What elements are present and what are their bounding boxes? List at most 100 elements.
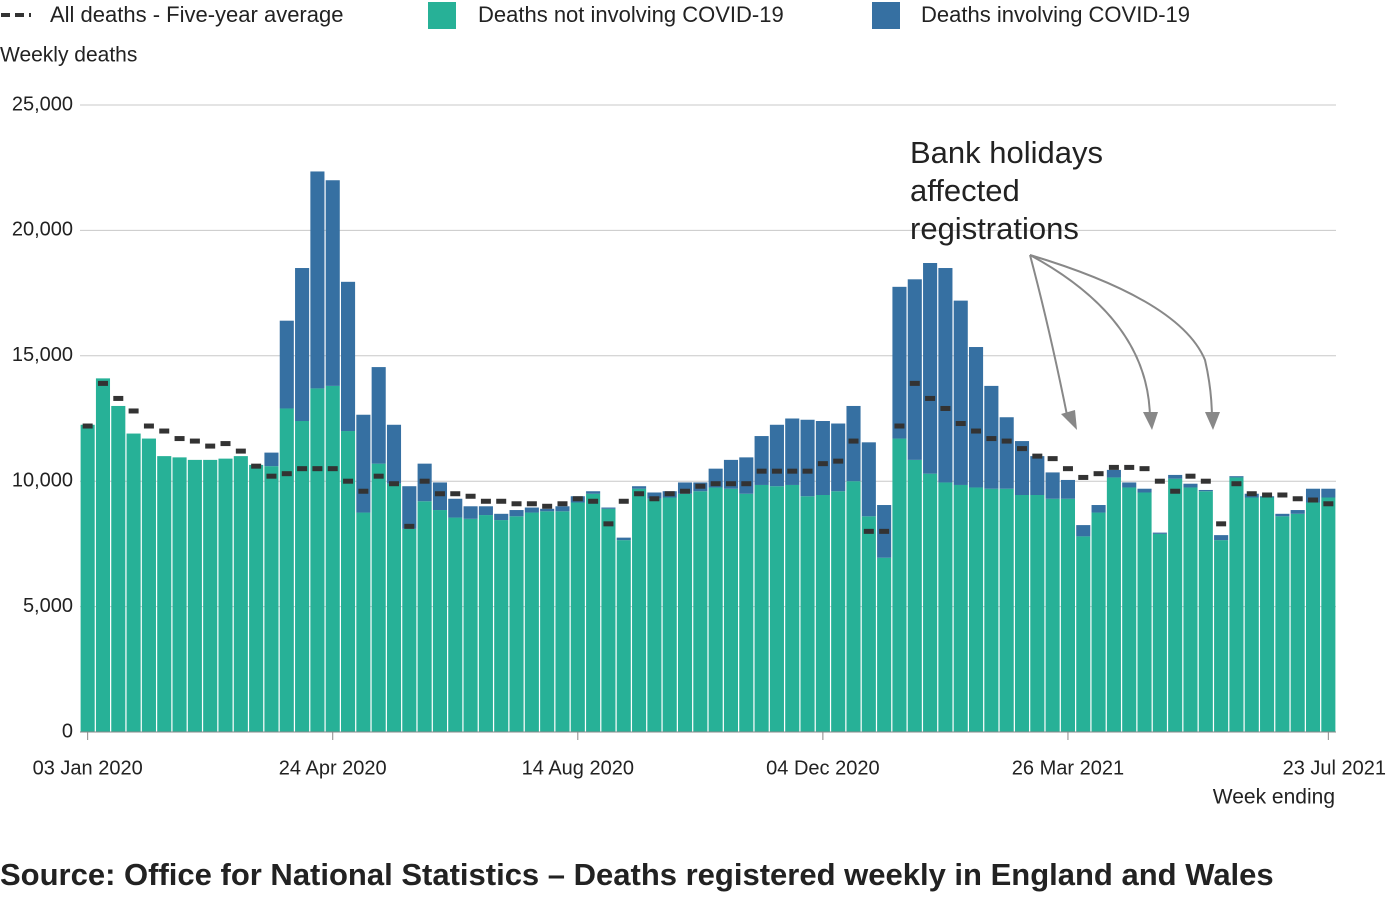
average-dash xyxy=(680,488,691,494)
bar-segment xyxy=(815,494,830,732)
bar-segment xyxy=(647,498,662,732)
annotation-text: Bank holidays affected registrations xyxy=(910,135,1112,246)
bar-segment xyxy=(831,491,846,732)
bar-segment xyxy=(861,442,876,517)
bar-segment xyxy=(1045,472,1060,499)
average-dash xyxy=(343,478,354,484)
bar-segment xyxy=(739,493,754,732)
average-dash xyxy=(419,478,430,484)
bar-segment xyxy=(969,487,984,732)
average-dash xyxy=(1231,481,1242,487)
average-dash xyxy=(113,395,124,401)
average-dash xyxy=(450,491,461,497)
bar-segment xyxy=(509,510,524,517)
bar-segment xyxy=(938,482,953,732)
bar-segment xyxy=(892,286,907,439)
bar-segment xyxy=(1244,497,1259,732)
average-dash xyxy=(588,498,599,504)
bar-segment xyxy=(1321,497,1336,732)
bar-segment xyxy=(402,486,417,529)
bar-segment xyxy=(325,180,340,386)
bar-segment xyxy=(831,423,846,492)
arrow-head xyxy=(1205,412,1220,430)
annotation-line: affected xyxy=(910,173,1020,208)
bar-segment xyxy=(1290,510,1305,514)
average-dash xyxy=(511,501,522,507)
average-dash xyxy=(1246,491,1257,497)
arrow-head xyxy=(1143,412,1158,430)
bar-segment xyxy=(295,421,310,732)
bar-segment xyxy=(754,484,769,732)
legend: All deaths - Five-year average Deaths no… xyxy=(1,2,1190,29)
average-dash xyxy=(572,496,583,502)
average-dash xyxy=(526,501,537,507)
bar-segment xyxy=(157,456,172,732)
bar-segment xyxy=(233,456,248,732)
annotation-line: registrations xyxy=(910,211,1079,246)
arrow xyxy=(1029,254,1151,421)
bar-segment xyxy=(203,459,218,732)
bar-segment xyxy=(1275,513,1290,517)
bar-segment xyxy=(953,484,968,732)
bar-segment xyxy=(371,367,386,464)
average-dash xyxy=(205,443,216,449)
average-dash xyxy=(542,503,553,509)
source: Source: Office for National Statistics –… xyxy=(0,857,1274,892)
bar-segment xyxy=(95,378,111,732)
bar-segment xyxy=(172,457,187,732)
bar-segment xyxy=(1214,535,1229,541)
bar-segment xyxy=(555,506,570,512)
average-dash xyxy=(756,468,767,474)
bar-segment xyxy=(723,488,739,732)
average-dash xyxy=(1292,496,1303,502)
average-dash xyxy=(725,481,736,487)
bar-segment xyxy=(601,508,616,732)
bar-segment xyxy=(264,466,279,732)
average-dash xyxy=(373,473,384,479)
x-tick-label: 26 Mar 2021 xyxy=(1012,757,1124,779)
average-dash xyxy=(1216,521,1227,527)
average-dash xyxy=(1170,488,1181,494)
y-tick-label: 5,000 xyxy=(23,595,73,617)
bar-segment xyxy=(601,507,616,509)
bar-segment xyxy=(1198,489,1213,492)
bar-segment xyxy=(386,483,402,732)
bar-segment xyxy=(632,488,647,732)
bar-segment xyxy=(1214,540,1229,732)
average-dash xyxy=(557,501,568,507)
bar-segment xyxy=(846,481,861,732)
average-marks xyxy=(82,380,1334,534)
x-tick-label: 24 Apr 2020 xyxy=(279,757,387,779)
bar-segment xyxy=(478,506,493,516)
bar-segment xyxy=(923,263,938,474)
bar-segment xyxy=(1091,512,1106,732)
average-dash xyxy=(480,498,491,504)
bar-segment xyxy=(1060,479,1075,499)
average-dash xyxy=(235,448,246,454)
bar-segment xyxy=(586,491,601,494)
bar-segment xyxy=(1260,497,1275,732)
average-dash xyxy=(894,423,905,429)
bar-segment xyxy=(218,458,233,732)
bar-segment xyxy=(1152,532,1167,534)
average-dash xyxy=(143,423,154,429)
x-tick-label: 23 Jul 2021 xyxy=(1283,757,1386,779)
average-dash xyxy=(986,436,997,442)
bar-segment xyxy=(800,496,815,732)
average-dash xyxy=(1093,471,1104,477)
legend-label: Deaths involving COVID-19 xyxy=(921,2,1190,27)
bar-segment xyxy=(432,482,447,511)
bar-segment xyxy=(448,517,463,732)
average-dash xyxy=(465,493,476,499)
bar-segment xyxy=(677,493,693,732)
bar-segment xyxy=(1290,513,1305,732)
bar-segment xyxy=(1014,441,1030,495)
y-tick-label: 15,000 xyxy=(12,344,73,366)
bar-segment xyxy=(984,488,999,732)
bar-segment xyxy=(371,463,386,732)
average-dash xyxy=(327,466,338,472)
bar-segment xyxy=(402,528,417,732)
bar-segment xyxy=(586,493,601,732)
bar-segment xyxy=(846,405,861,482)
